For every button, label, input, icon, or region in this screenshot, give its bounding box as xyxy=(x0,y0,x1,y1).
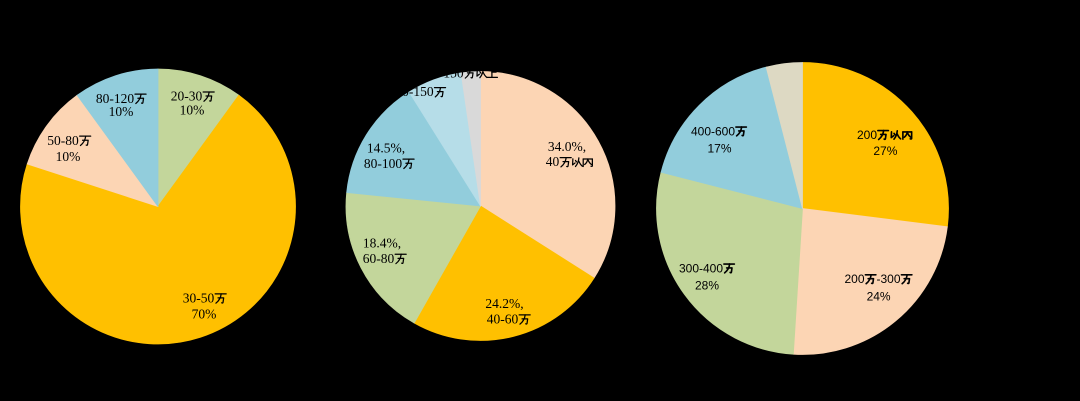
svg-text:50-80: 50-80 xyxy=(47,133,79,148)
svg-text:200: 200 xyxy=(857,128,877,142)
svg-text:150: 150 xyxy=(443,65,464,80)
svg-text:34.0%,: 34.0%, xyxy=(548,139,586,154)
svg-text:80-120: 80-120 xyxy=(96,91,134,106)
svg-text:400-600: 400-600 xyxy=(691,124,735,138)
svg-text:30-50: 30-50 xyxy=(183,290,215,305)
svg-text:70%: 70% xyxy=(192,306,217,321)
svg-text:60-80: 60-80 xyxy=(363,251,395,266)
svg-text:17%: 17% xyxy=(707,141,731,155)
svg-text:18.4%,: 18.4%, xyxy=(363,235,401,250)
svg-text:20-30: 20-30 xyxy=(171,89,203,104)
svg-text:10%: 10% xyxy=(109,104,134,119)
svg-text:28%: 28% xyxy=(695,278,719,292)
svg-text:24.2%,: 24.2%, xyxy=(485,296,523,311)
svg-text:40-60: 40-60 xyxy=(487,311,519,326)
svg-text:100-150: 100-150 xyxy=(389,84,434,99)
svg-text:40: 40 xyxy=(546,154,560,169)
svg-text:-300: -300 xyxy=(877,272,901,286)
svg-text:10%: 10% xyxy=(56,149,81,164)
svg-text:27%: 27% xyxy=(873,144,897,158)
svg-text:24%: 24% xyxy=(867,289,891,303)
svg-text:80-100: 80-100 xyxy=(364,156,402,171)
svg-text:300-400: 300-400 xyxy=(679,261,723,275)
svg-text:14.5%,: 14.5%, xyxy=(367,140,405,155)
svg-text:10%: 10% xyxy=(180,103,205,118)
svg-text:200: 200 xyxy=(844,272,864,286)
